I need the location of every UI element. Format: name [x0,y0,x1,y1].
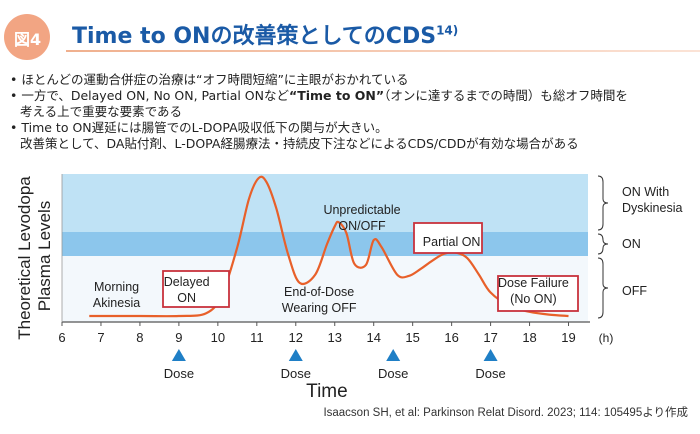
annotation-2-line-0: End-of-Dose [284,285,354,299]
x-tick-label-8: 8 [136,330,143,345]
bullet-2-bold: “Time to ON” [289,88,385,103]
x-tick-label-10: 10 [211,330,225,345]
x-tick-label-9: 9 [175,330,182,345]
bullet-1: • ほとんどの運動合併症の治療は“オフ時間短縮”に主眼がおかれている [10,72,409,87]
x-tick-label-6: 6 [58,330,65,345]
title-reference: 14) [436,23,459,38]
annotation-3-line-0: Unpredictable [323,203,400,217]
levodopa-chart: ON With Dyskinesia ON OFF 6 7 8 9 10 11 12 13 14 15 16… [15,174,682,398]
annotation-0-line-0: Morning [94,280,139,294]
bullet-2-post: （オンに達するまでの時間）も総オフ時間を [384,88,628,103]
annotation-1-line-1: ON [177,291,196,305]
dose-label-0: Dose [164,366,194,381]
x-tick-label-19: 19 [561,330,575,345]
zone-label-dyskinesia-2: Dyskinesia [622,201,682,215]
x-tick-label-11: 11 [250,330,264,345]
bullet-3-text: Time to ON遅延には腸管でのL-DOPA吸収低下の関与が大きい。 [21,120,388,135]
x-tick-label-13: 13 [328,330,342,345]
x-tick-label-17: 17 [483,330,497,345]
annotation-box-1 [162,270,230,308]
bullet-1-text: ほとんどの運動合併症の治療は“オフ時間短縮”に主眼がおかれている [21,72,409,87]
citation: Isaacson SH, et al: Parkinson Relat Diso… [323,407,688,419]
dose-marker-3 [483,349,498,361]
x-axis-label: Time [306,381,348,398]
bullet-3-continuation: 改善策として、DA貼付剤、L-DOPA経腸療法・持続皮下注などによるCDS/CD… [20,136,579,151]
x-tick-label-14: 14 [366,330,380,345]
dose-marker-0 [171,349,186,361]
zone-label-on: ON [622,237,641,251]
annotation-box-5 [497,275,579,312]
annotation-box-4 [413,222,483,254]
x-tick-label-18: 18 [522,330,536,345]
zone-brace-2 [597,257,609,319]
y-axis-label-line2: Plasma Levels [35,201,54,312]
x-tick-label-16: 16 [444,330,458,345]
dose-marker-2 [386,349,401,361]
bullet-2-pre: 一方で、Delayed ON, No ON, Partial ONなど [21,88,289,103]
page-title: Time to ONの改善策としてのCDS14) [72,18,458,50]
zone-label-dyskinesia-1: ON With [622,185,669,199]
x-unit-label: (h) [599,331,614,345]
bullet-3: • Time to ON遅延には腸管でのL-DOPA吸収低下の関与が大きい。 [10,120,388,135]
x-tick-label-12: 12 [289,330,303,345]
annotation-3-line-1: ON/OFF [338,219,386,233]
annotation-1-line-0: Delayed [164,275,210,289]
dose-marker-1 [288,349,303,361]
x-tick-label-7: 7 [97,330,104,345]
annotation-2-line-1: Wearing OFF [282,301,357,315]
zone-on-with-dyskinesia [62,174,588,232]
annotation-5-line-1: (No ON) [510,292,557,306]
figure-label: 図4 [14,30,42,49]
bullet-2: • 一方で、Delayed ON, No ON, Partial ONなど“Ti… [10,88,628,103]
title-text: Time to ONの改善策としてのCDS [72,24,437,49]
dose-label-1: Dose [281,366,311,381]
bullet-2-continuation: 考える上で重要な要素である [20,104,183,119]
zone-brace-1 [597,233,609,255]
title-divider [66,50,700,52]
x-tick-label-15: 15 [405,330,419,345]
annotation-5-line-0: Dose Failure [498,276,569,290]
figure-badge-circle [4,14,50,60]
annotation-0-line-1: Akinesia [93,296,140,310]
figure-badge: 図4 [4,14,62,60]
series-line-0 [89,175,569,318]
annotation-4-line-0: Partial ON [423,235,481,249]
y-axis-label-line1: Theoretical Levodopa [15,176,34,340]
bullet-list: • ほとんどの運動合併症の治療は“オフ時間短縮”に主眼がおかれている • 一方で… [10,72,628,152]
dose-label-2: Dose [378,366,408,381]
zone-brace-0 [597,175,609,231]
dose-label-3: Dose [475,366,505,381]
zone-label-off: OFF [622,284,647,298]
